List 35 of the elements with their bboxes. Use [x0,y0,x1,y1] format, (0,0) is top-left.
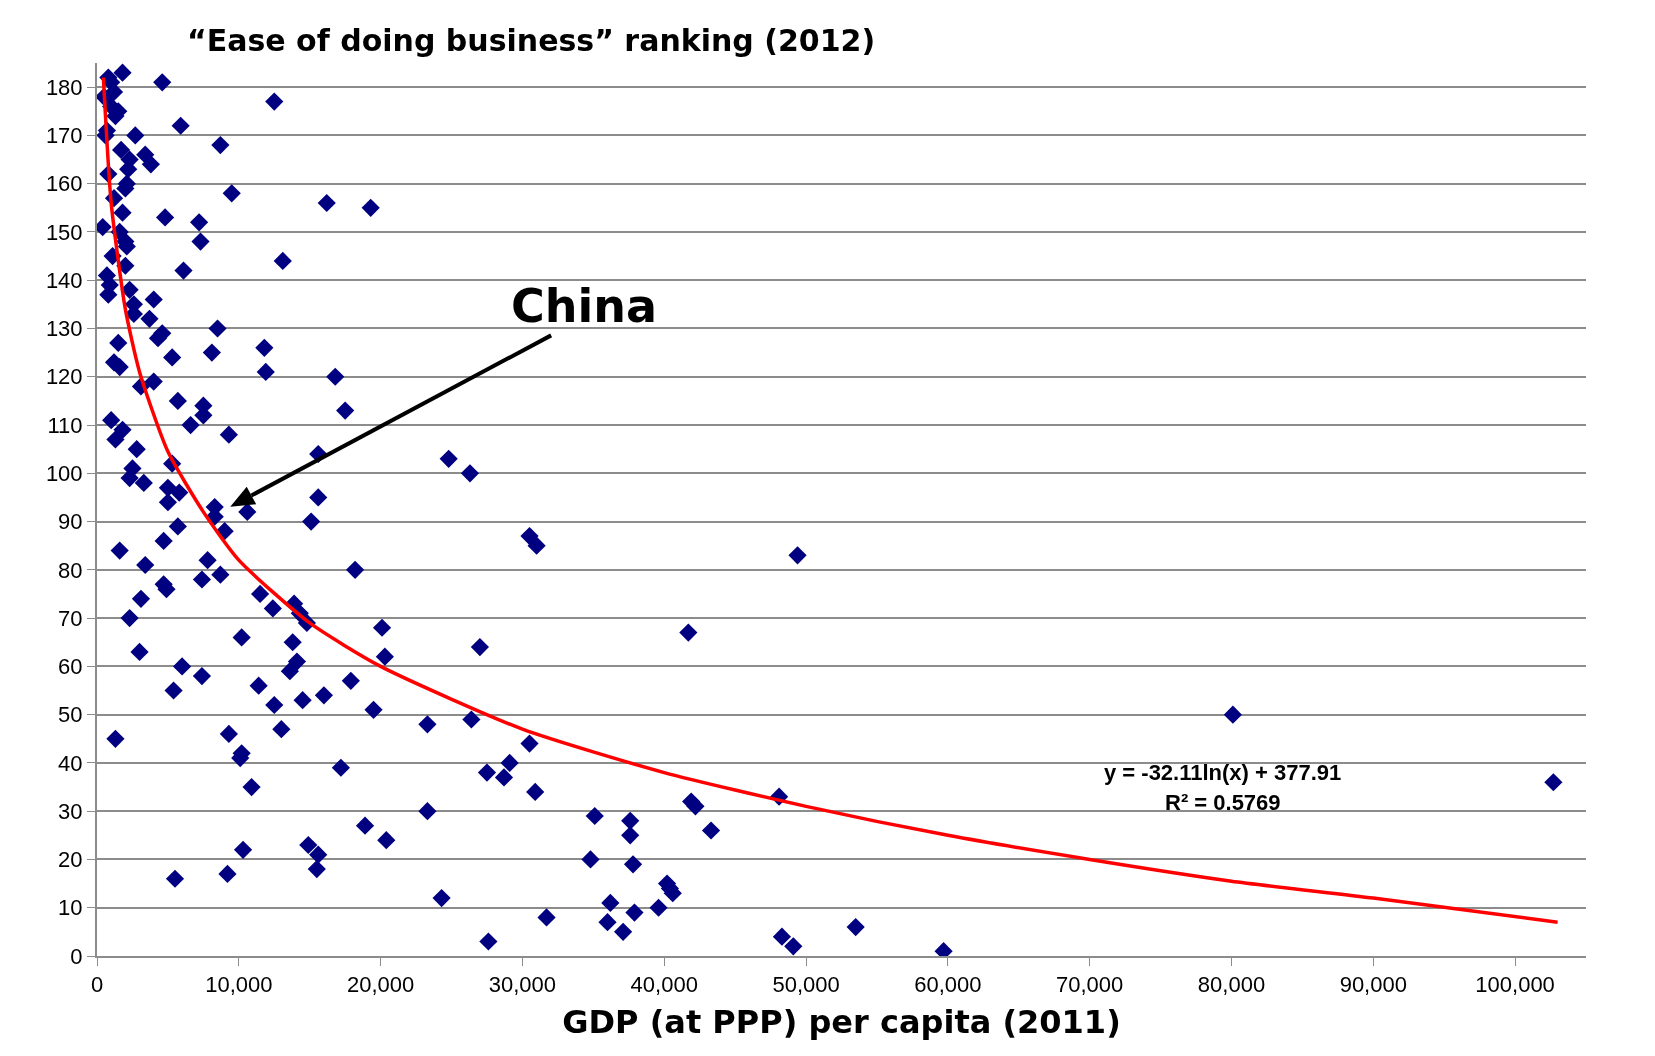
x-tick-label: 70,000 [1056,972,1124,998]
y-tick-label: 60 [58,654,83,680]
y-tick-label: 110 [47,412,83,438]
y-tick-label: 120 [45,364,83,390]
chart-title: “Ease of doing business” ranking (2012) [186,22,876,58]
x-tick-label: 90,000 [1339,972,1407,998]
y-tick-label: 150 [45,219,83,245]
y-tick-label: 170 [45,123,83,149]
annotation: R² = 0.5769 [1165,790,1281,815]
y-tick-label: 130 [45,316,83,342]
x-tick-label: 0 [90,972,104,998]
y-tick-label: 160 [45,171,83,197]
y-tick-label: 180 [45,74,83,100]
x-tick-label: 30,000 [488,972,557,998]
y-tick-label: 30 [58,798,83,824]
y-tick-label: 80 [58,557,83,583]
x-tick-label: 10,000 [205,972,273,998]
x-tick-label: 40,000 [630,972,698,998]
y-tick-label: 0 [70,943,83,969]
annotation: China [511,279,658,333]
y-tick-label: 100 [45,461,83,486]
y-tick-label: 10 [58,895,83,921]
y-tick-label: 90 [58,509,83,535]
y-tick-label: 70 [58,605,83,631]
x-tick-label: 60,000 [914,972,982,998]
x-tick-label: 100,000 [1475,972,1555,998]
y-tick-label: 140 [45,267,83,293]
x-tick-label: 50,000 [772,972,840,998]
x-axis-title: GDP (at PPP) per capita (2011) [562,1002,1121,1041]
y-tick-label: 50 [58,702,83,728]
x-tick-label: 80,000 [1197,972,1266,998]
x-tick-label: 20,000 [346,972,415,998]
annotation: y = -32.11ln(x) + 377.91 [1104,760,1342,785]
y-tick-label: 20 [58,847,83,873]
y-tick-label: 40 [58,750,83,776]
